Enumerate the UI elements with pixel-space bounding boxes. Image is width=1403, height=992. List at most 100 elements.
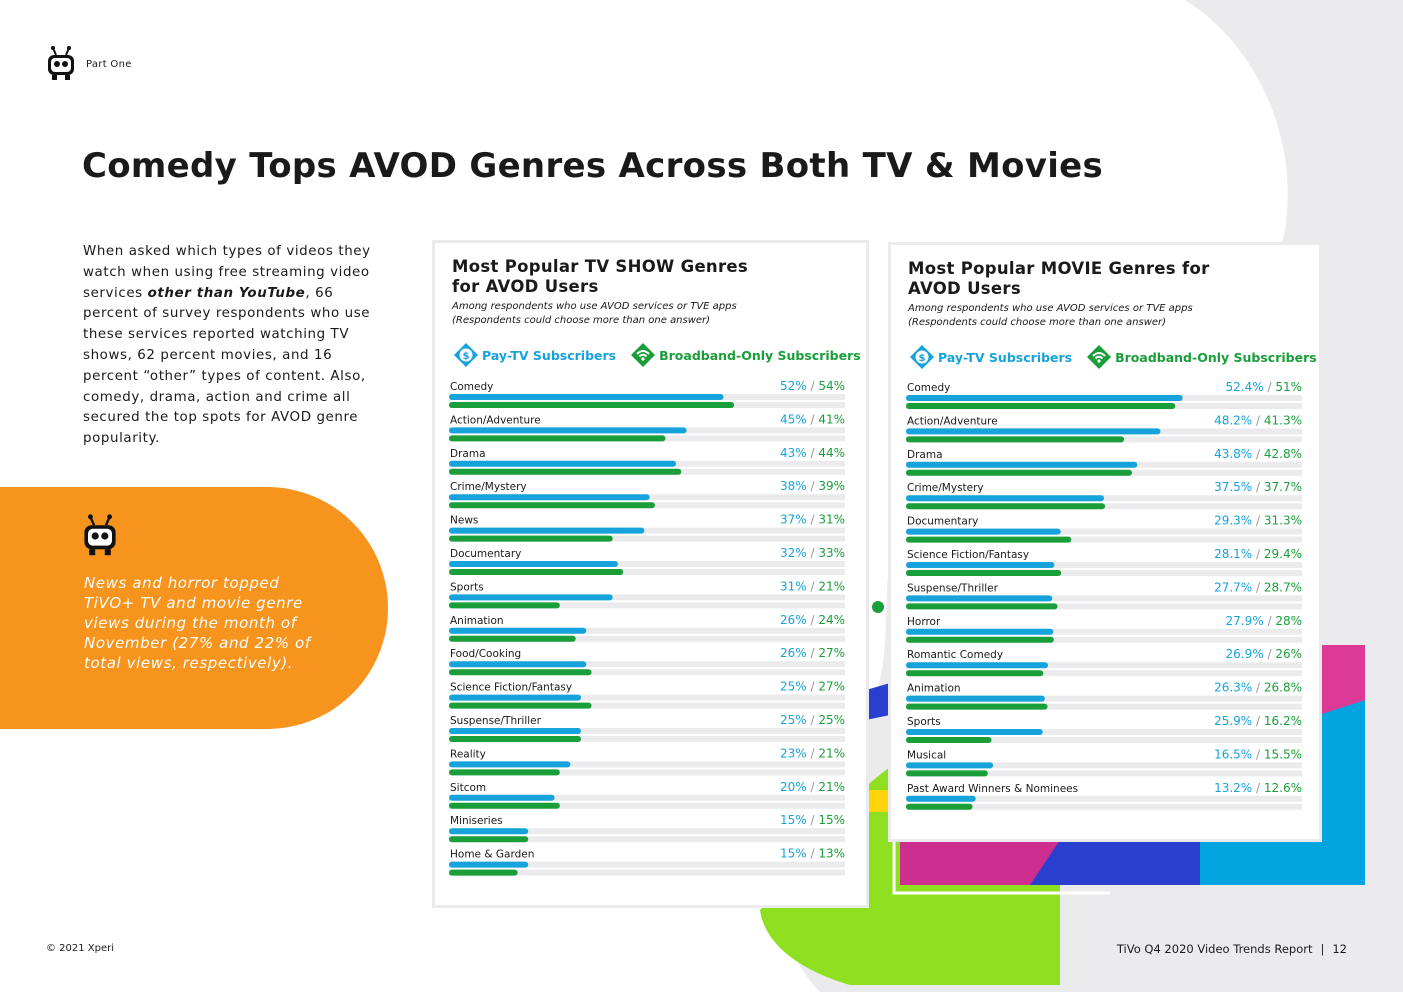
broadband-value: 44% <box>818 446 845 460</box>
pay-tv-bar <box>449 694 581 701</box>
broadband-value: 15% <box>818 813 845 827</box>
pay-tv-value: 32% <box>780 546 807 560</box>
pay-tv-bar <box>906 762 994 769</box>
broadband-bar <box>906 803 973 810</box>
value-labels: 32% / 33% <box>780 546 845 560</box>
value-separator: / <box>1252 714 1264 728</box>
genre-label: Food/Cooking <box>450 648 521 660</box>
bar-track <box>449 761 845 768</box>
page-title: Comedy Tops AVOD Genres Across Both TV &… <box>82 146 1104 186</box>
broadband-bar <box>449 669 592 676</box>
genre-label: Science Fiction/Fantasy <box>907 549 1029 561</box>
genre-row: Drama 43% / 44% <box>449 446 845 475</box>
pay-tv-bar <box>449 561 618 567</box>
value-labels: 26.9% / 26% <box>1226 647 1302 661</box>
broadband-value: 27% <box>818 646 845 660</box>
genre-label: Sports <box>450 581 484 593</box>
panel-subtitle: Among respondents who use AVOD services … <box>908 302 1193 330</box>
bar-track <box>449 635 845 642</box>
broadband-value: 24% <box>818 613 845 627</box>
genre-row: Animation 26.3% / 26.8% <box>906 681 1302 710</box>
page-number: 12 <box>1332 942 1347 956</box>
bar-track <box>906 570 1302 576</box>
bar-track <box>906 603 1302 610</box>
svg-text:$: $ <box>919 353 926 364</box>
panel-title: Most Popular TV SHOW Genres for AVOD User… <box>452 257 748 297</box>
value-separator: / <box>1252 480 1264 494</box>
pay-tv-value: 29.3% <box>1214 514 1252 528</box>
bar-track <box>449 569 845 575</box>
value-separator: / <box>807 546 819 560</box>
genre-label: Drama <box>450 448 486 460</box>
bar-track <box>449 794 845 801</box>
genre-row: Miniseries 15% / 15% <box>449 813 845 843</box>
broadband-value: 28% <box>1275 614 1302 628</box>
genre-row: Crime/Mystery 37.5% / 37.7% <box>906 480 1302 510</box>
white-frame-outline <box>892 838 1110 895</box>
bar-track <box>906 528 1302 535</box>
pay-tv-bar <box>906 562 1055 568</box>
pay-tv-value: 26% <box>780 646 807 660</box>
bar-track <box>906 628 1302 635</box>
chart-legend: $ Pay-TV Subscribers Broadband-Only Subs… <box>909 344 1317 370</box>
broadband-value: 31.3% <box>1264 514 1302 528</box>
wifi-diamond-icon <box>1087 345 1112 369</box>
broadband-value: 33% <box>818 546 845 560</box>
broadband-value: 37.7% <box>1264 480 1302 494</box>
broadband-bar <box>449 402 735 408</box>
value-labels: 16.5% / 15.5% <box>1214 747 1302 761</box>
genre-row: Food/Cooking 26% / 27% <box>449 646 845 676</box>
pay-tv-bar <box>449 427 687 434</box>
genre-row: Documentary 32% / 33% <box>449 546 845 575</box>
value-separator: / <box>807 680 819 694</box>
broadband-bar <box>906 636 1054 643</box>
pay-tv-bar <box>906 595 1053 602</box>
value-separator: / <box>1252 514 1264 528</box>
broadband-bar <box>449 502 655 509</box>
bar-track <box>906 703 1302 710</box>
pay-tv-value: 25% <box>780 713 807 727</box>
pay-tv-bar <box>906 528 1061 535</box>
value-labels: 38% / 39% <box>780 479 845 493</box>
value-separator: / <box>1264 380 1276 394</box>
panel-subtitle: Among respondents who use AVOD services … <box>452 300 737 328</box>
broadband-bar <box>449 836 529 843</box>
value-labels: 45% / 41% <box>780 412 845 426</box>
bar-track <box>906 562 1302 568</box>
genre-label: Documentary <box>450 548 521 560</box>
pay-tv-bar <box>449 794 555 801</box>
pay-tv-bar <box>906 395 1183 401</box>
broadband-bar <box>449 435 666 442</box>
broadband-value: 25% <box>818 713 845 727</box>
bar-track <box>449 594 845 601</box>
pay-tv-value: 37.5% <box>1214 480 1252 494</box>
broadband-bar <box>449 468 682 475</box>
bar-track <box>906 662 1302 669</box>
bar-track <box>449 661 845 668</box>
wifi-diamond-icon <box>631 343 656 367</box>
genre-label: Comedy <box>450 381 493 393</box>
pay-tv-bar <box>449 627 587 634</box>
tv-genres-panel: Most Popular TV SHOW Genres for AVOD User… <box>432 240 869 908</box>
broadband-bar <box>906 770 988 777</box>
pay-tv-bar <box>906 461 1138 468</box>
broadband-bar <box>449 702 592 709</box>
bar-track <box>906 803 1302 810</box>
bar-track <box>449 669 845 676</box>
pay-tv-value: 13.2% <box>1214 781 1252 795</box>
broadband-value: 29.4% <box>1264 547 1302 561</box>
pay-tv-bar <box>449 494 650 501</box>
genre-row: Home & Garden 15% / 13% <box>449 847 845 876</box>
movie-genres-chart: Comedy 52.4% / 51% Action/Adventure 48.2% /… <box>906 380 1302 810</box>
panel-title-line: Most Popular MOVIE Genres for <box>908 259 1210 278</box>
value-labels: 23% / 21% <box>780 746 845 760</box>
value-labels: 26% / 24% <box>780 613 845 627</box>
broadband-value: 21% <box>818 780 845 794</box>
tv-genres-chart: Comedy 52% / 54% Action/Adventure 45% / 41%… <box>449 379 845 876</box>
legend-broadband: Broadband-Only Subscribers <box>630 342 861 368</box>
value-labels: 13.2% / 12.6% <box>1214 781 1302 795</box>
pay-tv-bar <box>449 661 587 668</box>
intro-text-end: , 66 percent of survey respondents who u… <box>83 285 371 447</box>
value-separator: / <box>1252 547 1264 561</box>
panel-title-line: Most Popular TV SHOW Genres <box>452 257 749 276</box>
